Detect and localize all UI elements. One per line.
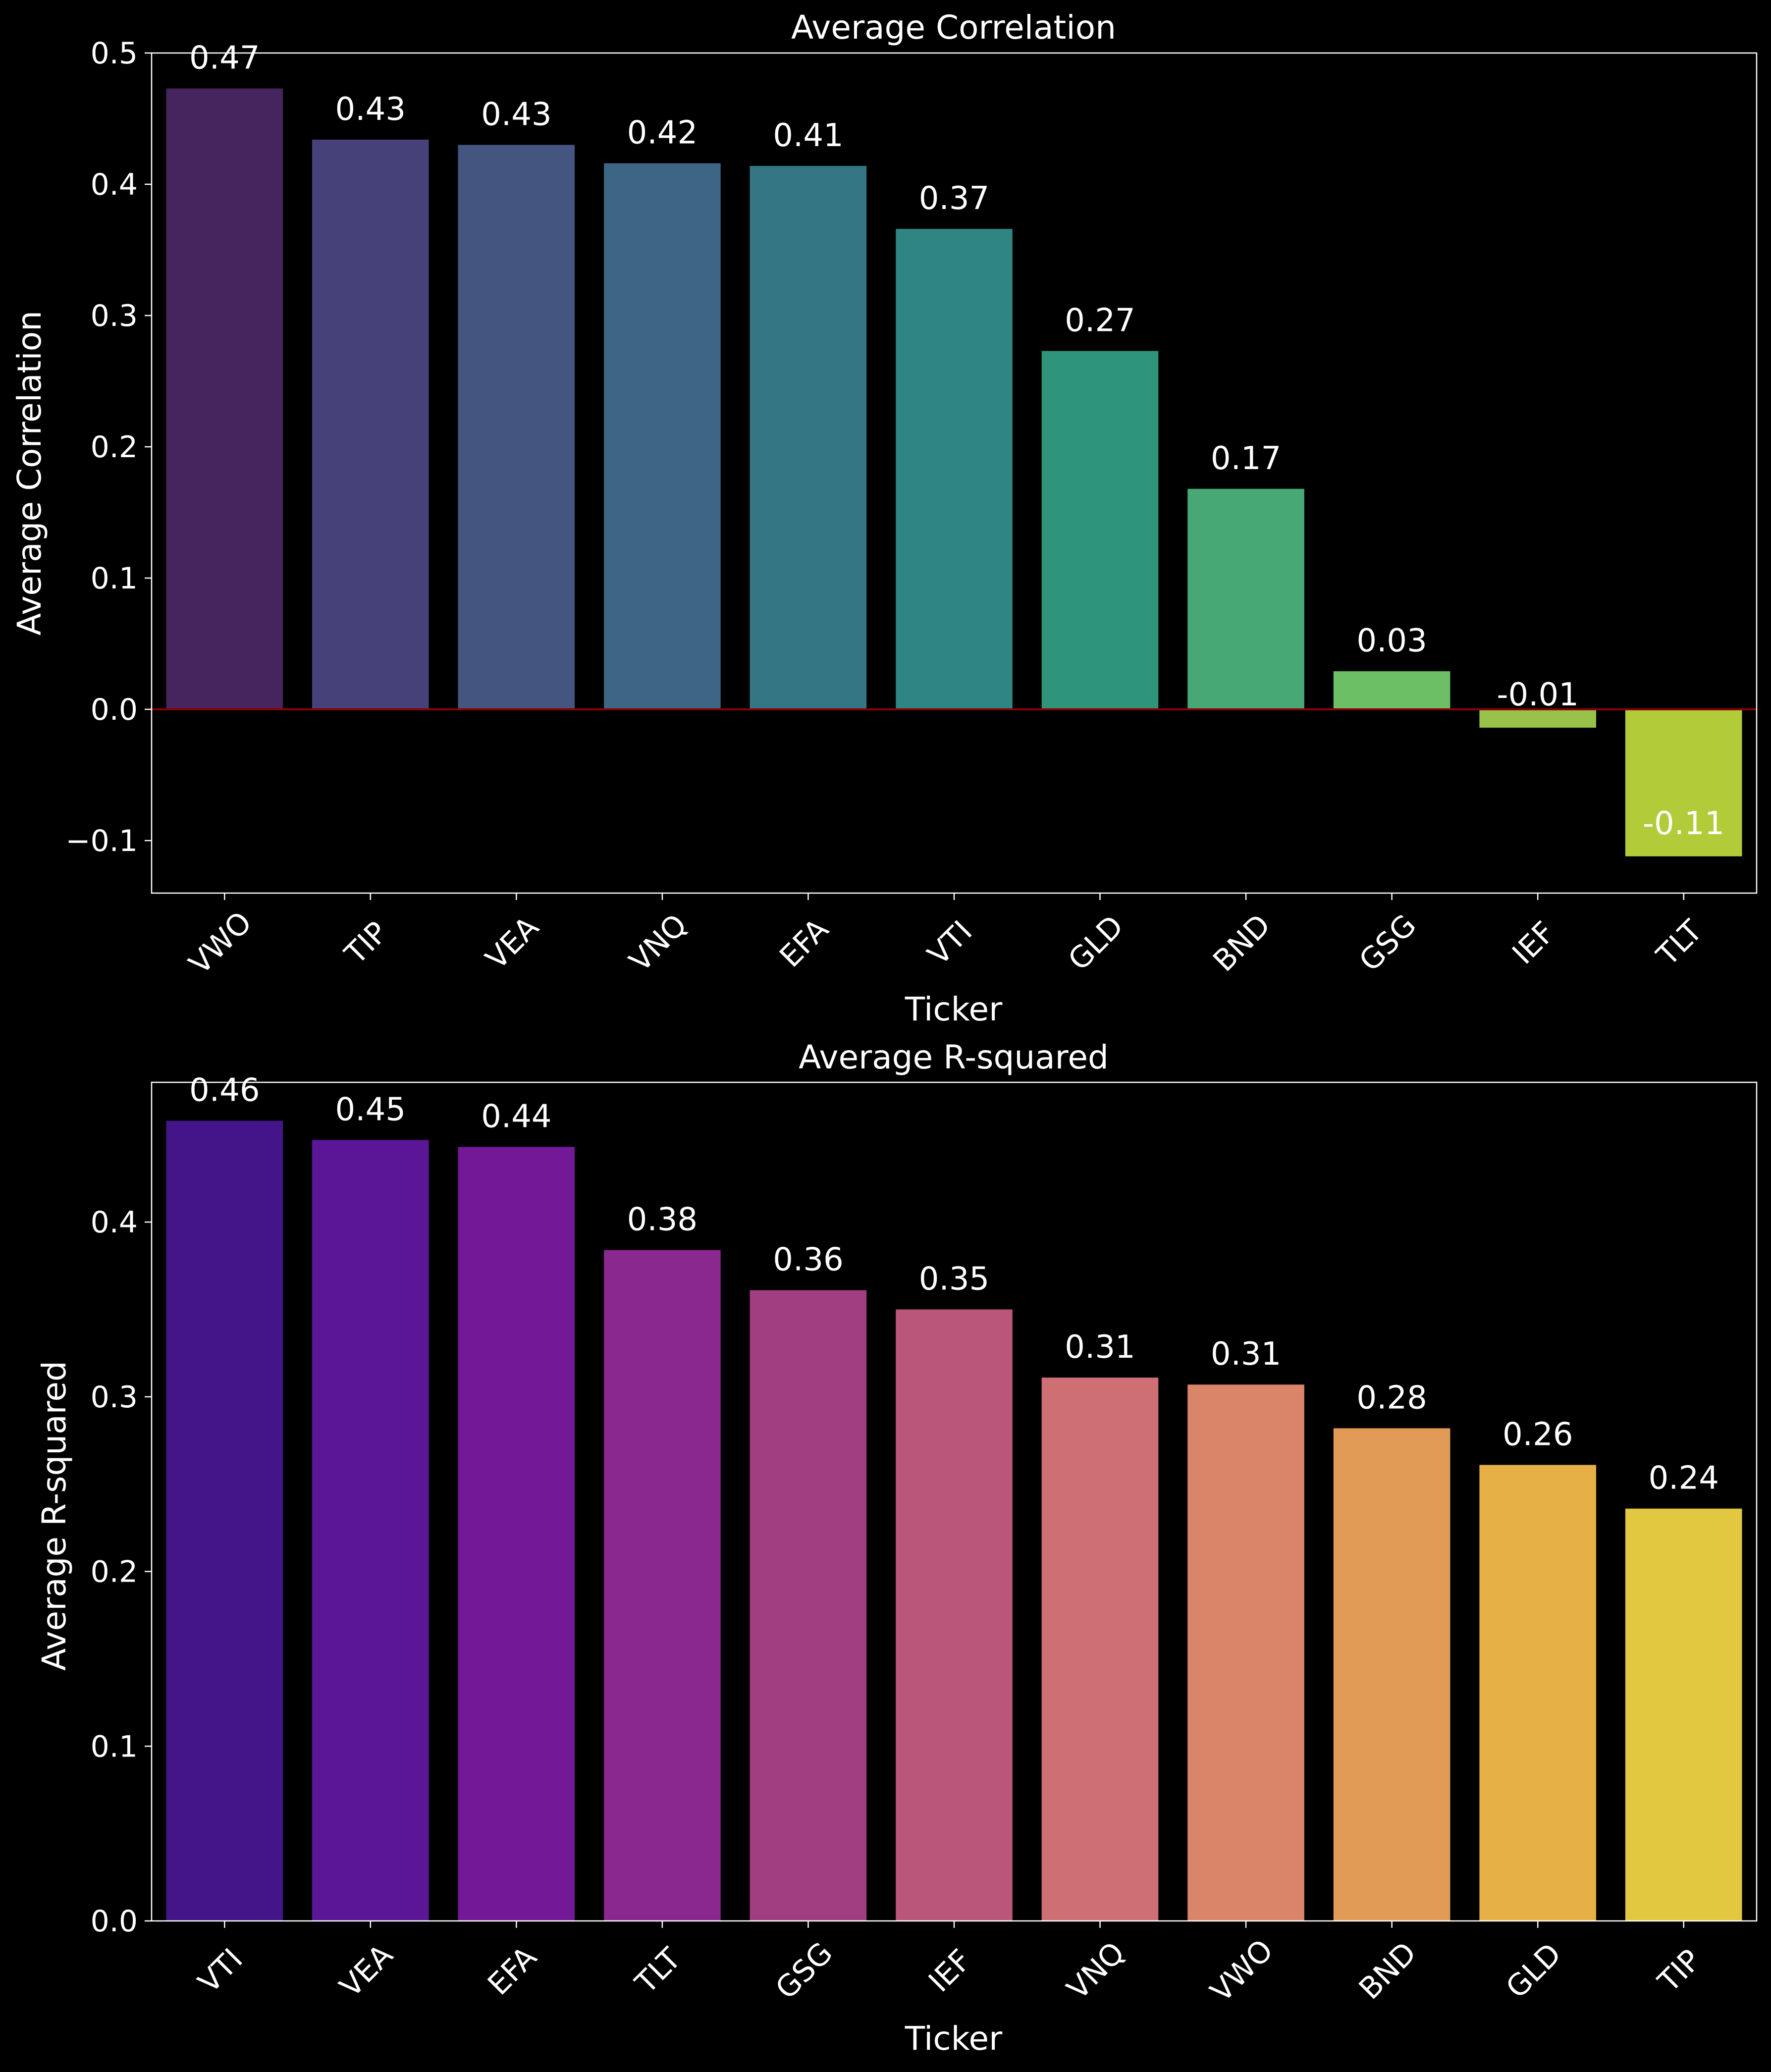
y-tick-label: 0.4 — [91, 167, 138, 202]
bar-gld — [1479, 1465, 1596, 1921]
y-axis-label: Average Correlation — [10, 311, 49, 636]
value-label-vti: 0.37 — [919, 180, 990, 217]
bar-gld — [1041, 351, 1159, 709]
value-label-vea: 0.43 — [481, 97, 552, 133]
x-tick-label-vnq: VNQ — [623, 907, 694, 979]
bar-vwo — [166, 88, 283, 710]
chart-title: Average Correlation — [791, 8, 1116, 47]
value-label-vwo: 0.47 — [189, 40, 260, 77]
value-label-gsg: 0.03 — [1356, 623, 1427, 659]
y-tick-label: 0.3 — [91, 1380, 138, 1415]
x-tick-label-vea: VEA — [479, 910, 545, 976]
bar-vea — [312, 1140, 429, 1921]
bar-vea — [458, 145, 575, 709]
r-squared-chart: Average R-squared Ticker Average R-squar… — [35, 1038, 1758, 2058]
value-label-ief: 0.35 — [919, 1261, 990, 1298]
x-tick-label-tip: TIP — [1651, 1943, 1708, 1999]
value-label-gsg: 0.36 — [773, 1242, 844, 1278]
bar-vnq — [1041, 1378, 1159, 1921]
value-label-efa: 0.44 — [481, 1099, 552, 1135]
value-label-tip: 0.43 — [335, 91, 406, 128]
x-tick-label-vwo: VWO — [1204, 1933, 1280, 2009]
bar-ief — [1479, 709, 1596, 728]
y-tick-label: 0.4 — [91, 1205, 138, 1240]
value-label-efa: 0.41 — [773, 117, 844, 154]
value-label-gld: 0.26 — [1503, 1416, 1573, 1453]
bar-ief — [896, 1309, 1013, 1921]
value-label-vti: 0.46 — [189, 1072, 260, 1109]
bar-bnd — [1333, 1428, 1450, 1921]
y-tick-label: 0.3 — [91, 299, 138, 333]
bar-gsg — [1333, 671, 1450, 709]
value-label-gld: 0.27 — [1065, 303, 1135, 339]
bar-vti — [896, 229, 1013, 710]
y-tick-label: 0.0 — [91, 1904, 138, 1939]
value-label-vwo: 0.31 — [1211, 1336, 1282, 1373]
x-tick-label-tlt: TLT — [628, 1941, 688, 2001]
y-tick-label: 0.1 — [91, 1729, 138, 1764]
y-tick-label: 0.1 — [91, 561, 138, 596]
bar-tip — [1625, 1508, 1742, 1921]
x-tick-label-gsg: GSG — [1352, 908, 1423, 978]
value-label-tip: 0.24 — [1648, 1460, 1719, 1497]
value-label-bnd: 0.17 — [1211, 440, 1282, 477]
x-tick-label-ief: IEF — [922, 1943, 978, 1999]
x-axis-label: Ticker — [905, 990, 1003, 1028]
x-tick-label-efa: EFA — [773, 912, 835, 974]
x-tick-label-tip: TIP — [338, 915, 394, 971]
x-tick-label-gld: GLD — [1500, 1937, 1568, 2006]
bar-vnq — [604, 163, 721, 710]
x-tick-label-efa: EFA — [481, 1940, 543, 2002]
bar-vwo — [1187, 1384, 1304, 1921]
bar-efa — [750, 165, 867, 709]
value-label-ief: -0.01 — [1497, 677, 1579, 713]
bar-tlt — [604, 1250, 721, 1921]
x-tick-label-tlt: TLT — [1650, 913, 1709, 973]
bar-efa — [458, 1147, 575, 1921]
x-tick-label-bnd: BND — [1206, 907, 1277, 978]
bar-vti — [166, 1120, 283, 1921]
correlation-chart: Average Correlation Ticker Average Corre… — [10, 8, 1758, 1028]
value-label-vea: 0.45 — [335, 1091, 406, 1128]
bar-tip — [312, 139, 429, 709]
value-label-tlt: -0.11 — [1643, 805, 1725, 842]
bar-tlt — [1625, 709, 1742, 856]
chart-title: Average R-squared — [799, 1038, 1109, 1076]
y-tick-label: 0.2 — [91, 430, 138, 465]
x-tick-label-vwo: VWO — [182, 905, 259, 981]
x-tick-label-gsg: GSG — [769, 1936, 839, 2006]
value-label-vnq: 0.31 — [1065, 1329, 1135, 1366]
x-tick-label-vnq: VNQ — [1061, 1935, 1132, 2007]
value-label-tlt: 0.38 — [627, 1202, 698, 1238]
y-axis-label: Average R-squared — [35, 1361, 73, 1671]
x-tick-label-bnd: BND — [1352, 1935, 1423, 2006]
x-tick-label-ief: IEF — [1505, 915, 1561, 971]
y-tick-label: 0.5 — [91, 36, 138, 71]
y-tick-label: −0.1 — [65, 824, 138, 858]
y-tick-label: 0.2 — [91, 1555, 138, 1590]
x-tick-label-vti: VTI — [921, 914, 979, 972]
x-axis-label: Ticker — [905, 2019, 1003, 2058]
value-label-bnd: 0.28 — [1356, 1380, 1427, 1416]
x-tick-label-vea: VEA — [333, 1938, 399, 2004]
y-tick-label: 0.0 — [91, 692, 138, 727]
bar-gsg — [750, 1290, 867, 1921]
bar-bnd — [1187, 488, 1304, 709]
x-tick-label-vti: VTI — [192, 1942, 250, 2000]
x-tick-label-gld: GLD — [1062, 909, 1130, 978]
value-label-vnq: 0.42 — [627, 115, 698, 152]
